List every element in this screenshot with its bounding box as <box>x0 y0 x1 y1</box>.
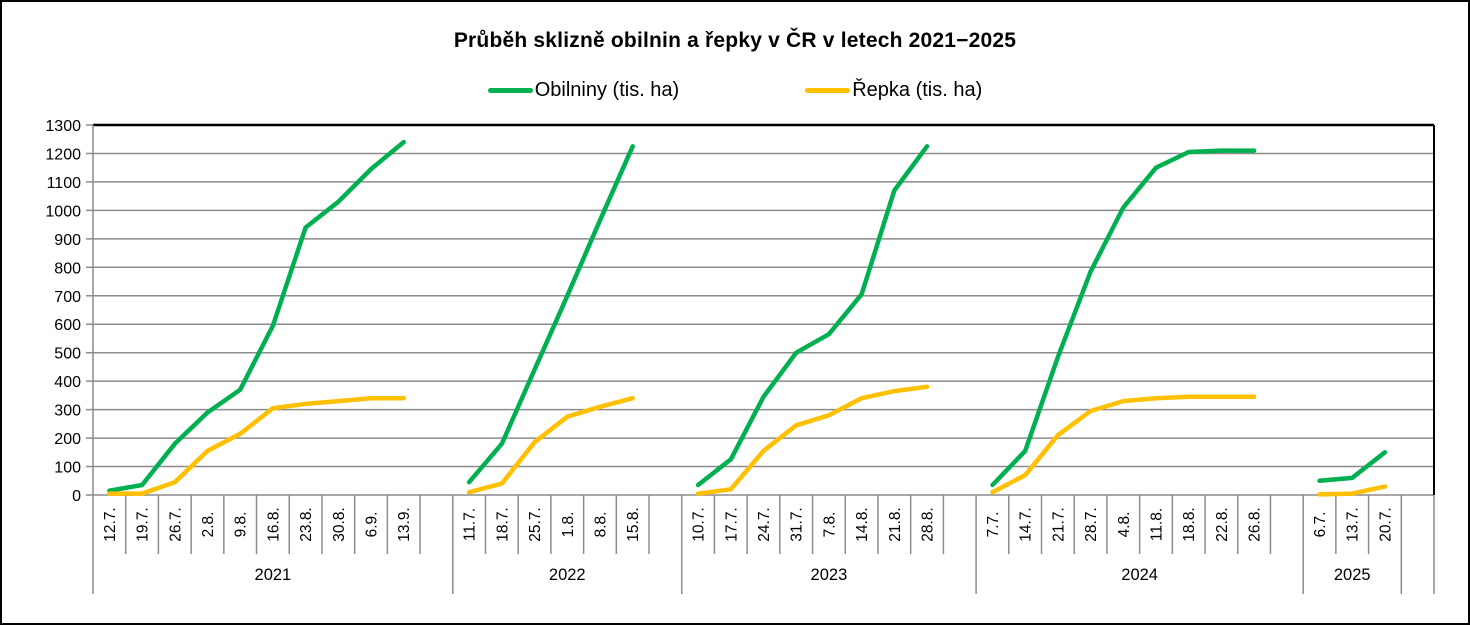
x-axis-date-label: 18.7. <box>494 507 511 541</box>
x-axis-date-label: 2.8. <box>200 512 217 538</box>
x-axis-date-label: 7.7. <box>985 512 1002 538</box>
series-line-obilniny-2025 <box>1317 450 1388 484</box>
x-axis-date-label: 7.8. <box>821 512 838 538</box>
x-axis-date-label: 20.7. <box>1377 507 1394 541</box>
x-axis-date-label: 25.7. <box>527 507 544 541</box>
x-axis-date-label: 6.7. <box>1312 512 1329 538</box>
legend-label-obilniny: Obilniny (tis. ha) <box>534 79 680 101</box>
chart-title: Průběh sklizně obilnin a řepky v ČR v le… <box>453 29 1017 52</box>
series-line-obilniny-2023 <box>695 144 930 488</box>
y-axis-label: 900 <box>54 232 81 249</box>
y-axis-label: 700 <box>54 289 81 306</box>
x-axis-year-label: 2022 <box>549 566 586 584</box>
x-axis-date-label: 4.8. <box>1116 512 1133 538</box>
x-axis-date-label: 11.7. <box>462 508 479 541</box>
x-axis-date-label: 8.8. <box>592 512 609 538</box>
x-axis-date-label: 31.7. <box>789 507 806 541</box>
series-line-repka-2025 <box>1317 484 1388 497</box>
series-line-obilniny-2024 <box>990 148 1257 488</box>
series-line-repka-2023 <box>695 384 930 496</box>
x-axis-date-label: 26.8. <box>1247 507 1264 541</box>
x-axis-date-label: 21.8. <box>887 507 904 541</box>
x-axis-year-label: 2021 <box>255 566 292 584</box>
y-axis-label: 1200 <box>45 146 81 163</box>
x-axis-date-label: 19.7. <box>135 507 152 541</box>
x-axis-date-label: 10.7. <box>691 507 708 541</box>
series-line-obilniny-2022 <box>466 144 635 485</box>
x-axis-date-label: 13.9. <box>396 507 413 541</box>
x-axis-year-label: 2025 <box>1334 566 1371 584</box>
x-axis-date-label: 28.8. <box>920 507 937 541</box>
series-line-obilniny-2021 <box>107 139 406 493</box>
y-axis-label: 0 <box>72 488 81 505</box>
x-axis-date-label: 14.7. <box>1018 507 1035 541</box>
series-line-repka-2021 <box>107 395 406 496</box>
legend-label-repka: Řepka (tis. ha) <box>852 79 983 101</box>
y-axis-label: 200 <box>54 431 81 448</box>
x-axis-date-label: 24.7. <box>756 507 773 541</box>
x-axis-date-label: 21.7. <box>1050 507 1067 541</box>
x-axis-date-label: 1.8. <box>560 512 577 538</box>
x-axis-date-label: 30.8. <box>331 507 348 541</box>
x-axis-year-label: 2024 <box>1121 566 1158 584</box>
x-axis-date-label: 28.7. <box>1083 507 1100 541</box>
y-axis-label: 1000 <box>45 203 81 220</box>
x-axis-date-label: 13.7. <box>1345 507 1362 541</box>
y-axis-label: 100 <box>54 460 81 477</box>
x-axis-date-label: 9.8. <box>233 512 250 538</box>
legend-line-swatch-obilniny <box>487 88 533 93</box>
y-axis-label: 300 <box>54 403 81 420</box>
y-axis-label: 400 <box>54 374 81 391</box>
y-axis-label: 600 <box>54 317 81 334</box>
y-axis-label: 1300 <box>45 118 81 135</box>
x-axis-date-label: 12.7. <box>102 507 119 541</box>
x-axis-date-label: 15.8. <box>625 507 642 541</box>
x-axis-year-label: 2023 <box>811 566 848 584</box>
x-axis-date-label: 23.8. <box>298 507 315 541</box>
x-axis-date-label: 14.8. <box>854 507 871 541</box>
series-line-repka-2022 <box>466 395 635 495</box>
x-axis-date-label: 18.8. <box>1181 507 1198 541</box>
x-axis-date-label: 11.8. <box>1148 508 1165 541</box>
series-line-repka-2024 <box>990 394 1257 495</box>
y-axis-label: 800 <box>54 260 81 277</box>
x-axis-date-label: 6.9. <box>364 512 381 538</box>
x-axis-date-label: 22.8. <box>1214 507 1231 541</box>
x-axis-date-label: 16.8. <box>265 507 282 541</box>
y-axis-label: 1100 <box>47 175 82 192</box>
chart-legend: Obilniny (tis. ha) Řepka (tis. ha) <box>2 79 1468 102</box>
x-axis-date-label: 26.7. <box>167 507 184 541</box>
x-axis-date-label: 17.7. <box>723 507 740 541</box>
y-axis-label: 500 <box>54 346 81 363</box>
legend-line-swatch-repka <box>805 88 851 93</box>
legend-item-repka: Řepka (tis. ha) <box>805 79 982 102</box>
legend-item-obilniny: Obilniny (tis. ha) <box>487 79 680 102</box>
